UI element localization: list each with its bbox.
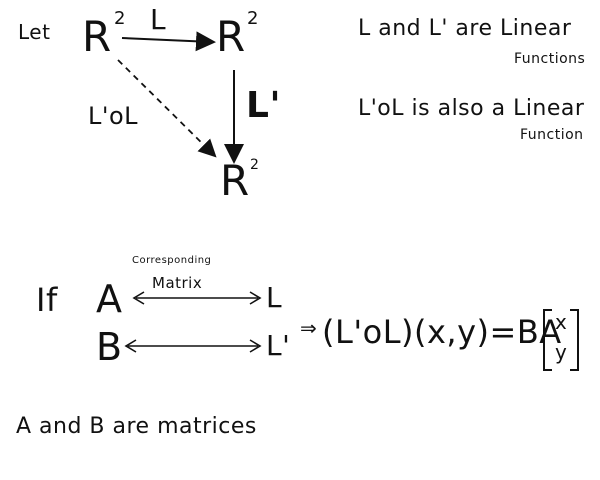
caption-matrix: Matrix — [152, 274, 203, 292]
matrix-A: A — [96, 277, 123, 321]
note-1b: Functions — [514, 51, 586, 67]
composition-expression: (L'oL)(x,y)=BA — [322, 313, 562, 351]
let-word: Let — [18, 20, 51, 44]
exponent-left: 2 — [114, 8, 126, 29]
vector-x: x — [555, 310, 568, 334]
if-word: If — [36, 281, 58, 319]
label-L-top: L — [150, 3, 167, 36]
note-1a: L and L' are Linear — [358, 16, 572, 41]
space-R-right: R — [216, 12, 246, 61]
vector-brackets — [543, 309, 579, 371]
bidirectional-arrow-A-L — [132, 291, 262, 305]
matrix-B: B — [96, 325, 123, 369]
space-R-left: R — [82, 12, 112, 61]
note-2b: Function — [520, 127, 584, 143]
label-composite: L'oL — [88, 102, 139, 130]
vector-y: y — [555, 340, 568, 364]
map-L-right: L — [266, 281, 283, 314]
footer-text: A and B are matrices — [16, 414, 257, 439]
arrow-composite — [117, 59, 217, 158]
arrow-L — [121, 31, 216, 52]
caption-corresponding: Corresponding — [132, 255, 212, 266]
implies-symbol: ⇒ — [300, 316, 318, 340]
label-Lprime-side: L' — [246, 85, 281, 126]
note-2a: L'oL is also a Linear — [358, 96, 585, 121]
exponent-right: 2 — [247, 8, 259, 29]
space-R-bottom: R — [220, 156, 250, 205]
map-Lprime-right: L' — [266, 329, 291, 362]
exponent-bottom: 2 — [250, 157, 260, 173]
bidirectional-arrow-B-Lprime — [124, 339, 262, 353]
